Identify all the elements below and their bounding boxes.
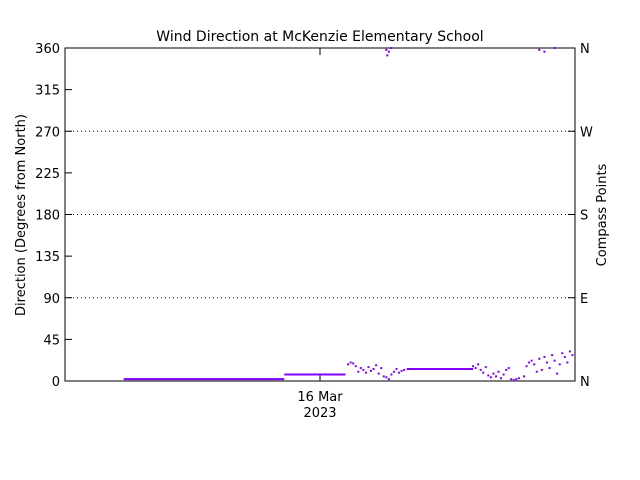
data-point [558,363,561,366]
y-tick-label: 315 [35,84,60,99]
data-point [500,377,503,380]
data-point [484,366,487,369]
data-point [517,377,520,380]
data-point [525,365,528,368]
right-tick-label: N [580,375,590,390]
gridlines [65,130,575,299]
data-point [556,372,559,375]
data-point [392,370,395,373]
data-point [492,372,495,375]
data-point [349,361,352,364]
data-point [380,367,383,370]
right-tick-label: N [580,42,590,57]
data-point [530,359,533,362]
y-tick-label: 225 [35,167,60,182]
data-point [367,366,370,369]
data-point [382,375,385,378]
data-point [387,378,390,381]
data-point [386,54,389,57]
right-axis-ticks: N E S W N [568,42,593,390]
y-axis-ticks: 0 45 90 135 180 225 270 315 360 [35,42,72,390]
data-point [377,372,380,375]
x-tick-label-year: 2023 [303,406,336,421]
data-point [390,373,393,376]
chart-title: Wind Direction at McKenzie Elementary Sc… [156,29,483,45]
data-point [502,373,505,376]
data-point [487,374,490,377]
data-point [347,363,350,366]
data-point [489,376,492,379]
data-point [395,367,398,370]
y-tick-label: 0 [52,375,60,390]
data-point [566,361,569,364]
data-point [390,47,393,49]
data-point [553,47,556,49]
data-point [400,369,403,372]
data-point [385,376,388,379]
data-point [543,355,546,358]
data-point [362,368,365,371]
data-point [538,48,541,51]
y-axis-label: Direction (Degrees from North) [14,114,29,316]
right-tick-label: E [580,292,588,307]
wind-direction-series [123,47,574,382]
data-point [510,378,513,381]
data-point [372,367,375,370]
data-point [385,48,388,51]
data-point [387,50,390,53]
right-axis-label: Compass Points [595,163,610,266]
data-point [548,367,551,370]
data-point [364,371,367,374]
data-point [533,363,536,366]
data-point [523,375,525,378]
data-point [359,367,362,370]
y-tick-label: 90 [43,292,60,307]
data-point [563,355,566,358]
y-tick-label: 135 [35,250,60,265]
data-point [357,370,360,373]
data-point [375,364,378,367]
data-point [540,368,543,371]
data-point [543,50,546,53]
data-point [472,365,474,368]
right-tick-label: W [580,125,593,140]
data-point [352,362,355,365]
data-point [561,352,564,355]
data-point [535,370,538,373]
data-point [505,368,508,371]
data-point [479,368,482,371]
y-tick-label: 270 [35,125,60,140]
data-point [545,361,548,364]
data-point [403,368,406,371]
data-point [398,371,401,374]
data-point [512,379,515,382]
data-point [538,357,541,360]
data-point [528,361,531,364]
data-point [515,378,518,381]
y-tick-label: 180 [35,209,60,224]
data-point [477,363,480,366]
data-point [497,370,500,373]
data-point [474,367,477,370]
data-point [553,359,556,362]
x-tick-label: 16 Mar [297,390,343,405]
data-point [354,365,357,368]
y-tick-label: 45 [43,333,60,348]
data-point [494,375,497,378]
y-tick-label: 360 [35,42,60,57]
data-point [568,350,571,353]
data-point [482,371,485,374]
data-point [551,354,554,357]
data-point [571,354,574,357]
right-tick-label: S [580,209,588,224]
data-point [507,367,510,370]
data-point [370,369,372,372]
